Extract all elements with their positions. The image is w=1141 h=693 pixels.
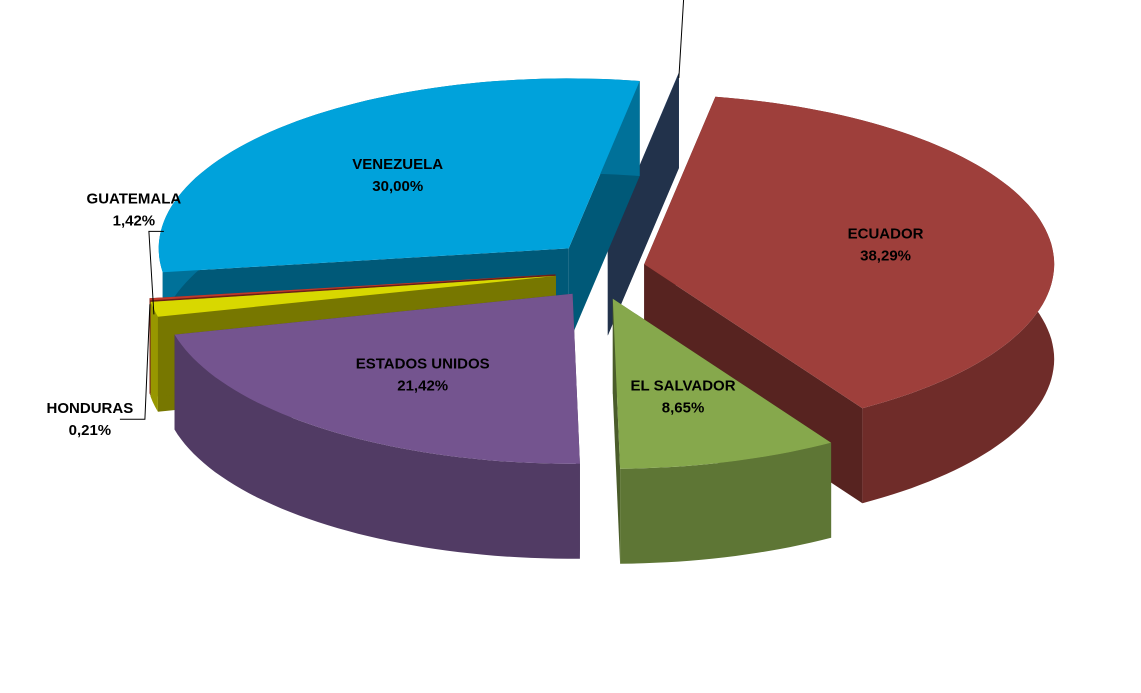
- slice: [612, 298, 832, 564]
- slice: [612, 298, 832, 469]
- slice: [174, 293, 580, 464]
- slice-label: HONDURAS: [47, 400, 134, 417]
- slice: [174, 293, 580, 559]
- slice-value-label: 30,00%: [372, 178, 423, 195]
- slice-label: ESTADOS UNIDOS: [356, 356, 490, 373]
- slice-side: [607, 73, 679, 336]
- leader-line: [148, 230, 164, 315]
- slice: [150, 275, 556, 317]
- slice-side: [620, 442, 832, 564]
- slice-side: [612, 298, 621, 564]
- leader-line: [678, 0, 685, 79]
- slice: [644, 96, 1055, 504]
- slice-value-label: 0,21%: [69, 422, 112, 439]
- slice-side: [174, 334, 580, 559]
- leader-line: [119, 304, 151, 420]
- slice-label: ECUADOR: [848, 226, 924, 243]
- slice-label: GUATEMALA: [87, 190, 182, 207]
- slice: [149, 274, 556, 301]
- slice-label: VENEZUELA: [352, 156, 443, 173]
- slice: [644, 96, 1055, 409]
- slice-value-label: 1,42%: [113, 212, 156, 229]
- slice-side: [149, 298, 151, 396]
- slice-value-label: 8,65%: [662, 399, 705, 416]
- slice-side: [150, 301, 158, 412]
- slice-value-label: 38,29%: [860, 248, 911, 265]
- slice: [158, 78, 640, 273]
- slice-value-label: 21,42%: [397, 378, 448, 395]
- slice-label: EL SALVADOR: [631, 377, 736, 394]
